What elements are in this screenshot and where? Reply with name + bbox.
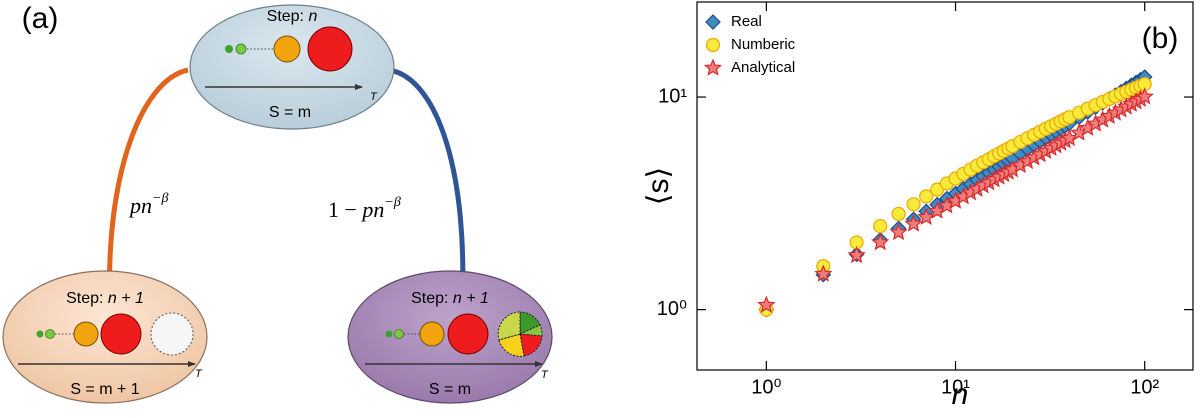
node: Step: n T S = m <box>189 4 395 130</box>
legend-label: Numberic <box>731 36 796 53</box>
edge-exponent: −β <box>384 195 400 210</box>
node: Step: n + 1 T S = m + 1 <box>2 270 208 404</box>
node: Step: n + 1 T S = m <box>347 270 553 404</box>
node-step: Step: n + 1 <box>66 290 144 307</box>
step-value: n <box>308 8 317 25</box>
plot-frame <box>696 1 1194 371</box>
panel-b: (b) n ⟨s⟩ 10⁰ 10¹ 10² 10⁰ 10¹ Real Numberic Ana… <box>642 1 1194 411</box>
step-value: n + 1 <box>108 290 144 307</box>
node-sum: S = m <box>269 104 311 121</box>
edge-exponent: −β <box>152 191 168 206</box>
node-sum: S = m + 1 <box>70 381 139 398</box>
step-value: n + 1 <box>453 290 489 307</box>
step-text: Step: <box>411 290 448 307</box>
circle-marker <box>891 206 906 222</box>
axis-label: T <box>541 369 549 381</box>
edge-prefix: 1 − <box>328 197 362 222</box>
panel-a: (a) pn−β 1 − pn−β Step: n T S = m Step: … <box>2 2 553 404</box>
y-tick-label: 10⁰ <box>657 298 687 320</box>
star-marker <box>871 232 890 251</box>
star-marker <box>703 58 723 76</box>
y-axis-label: ⟨s⟩ <box>642 167 675 205</box>
legend-label: Real <box>731 13 762 30</box>
star-marker <box>814 264 833 282</box>
star-marker <box>847 245 866 264</box>
step-text: Step: <box>267 8 304 25</box>
circle-marker <box>906 197 921 212</box>
arrow <box>389 67 478 320</box>
x-tick-label: 10⁰ <box>751 376 781 398</box>
node-sum: S = m <box>429 381 471 398</box>
circle-marker <box>919 189 934 204</box>
y-tick-label: 10¹ <box>658 85 687 107</box>
circle-marker <box>705 37 721 53</box>
node-step: Step: n + 1 <box>411 290 489 307</box>
star-marker <box>917 207 936 225</box>
star-marker <box>904 214 923 232</box>
diamond-marker <box>705 14 721 30</box>
series <box>757 87 1154 313</box>
panel-label: (a) <box>22 2 59 35</box>
x-tick-label: 10² <box>1130 376 1159 398</box>
panel-label: (b) <box>1142 22 1179 55</box>
node-step: Step: n <box>267 8 318 25</box>
legend-label: Analytical <box>731 59 795 76</box>
x-axis-label: n <box>952 378 969 411</box>
arrow <box>94 67 189 320</box>
edge-base: pn <box>128 193 152 218</box>
axis-label: T <box>195 368 203 380</box>
axis-label: T <box>370 91 378 103</box>
edge-label: pn−β <box>128 191 168 218</box>
star-marker <box>889 222 908 241</box>
edge-base: pn <box>360 197 384 222</box>
x-tick-label: 10¹ <box>941 376 970 398</box>
step-text: Step: <box>66 290 103 307</box>
edge-label: 1 − pn−β <box>328 195 401 222</box>
star-marker <box>1135 87 1154 105</box>
circle-marker <box>873 219 888 234</box>
star-marker <box>757 295 776 313</box>
